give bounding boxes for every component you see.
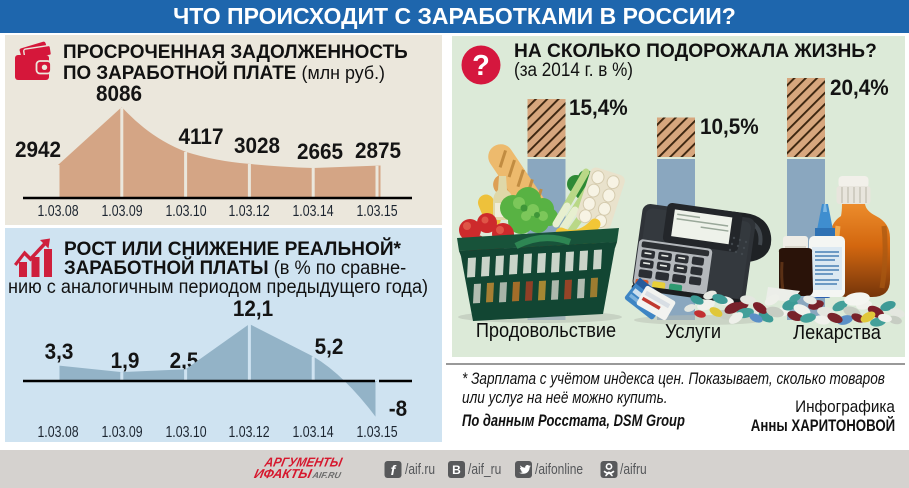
svg-text:?: ?	[472, 50, 490, 82]
svg-text:ИФАКТЫ: ИФАКТЫ	[253, 466, 314, 481]
svg-text:АРГУМЕНТЫ: АРГУМЕНТЫ	[263, 455, 345, 470]
svg-text:AIF.RU: AIF.RU	[311, 470, 343, 480]
svg-text:f: f	[391, 462, 397, 478]
svg-text:В: В	[452, 463, 461, 477]
